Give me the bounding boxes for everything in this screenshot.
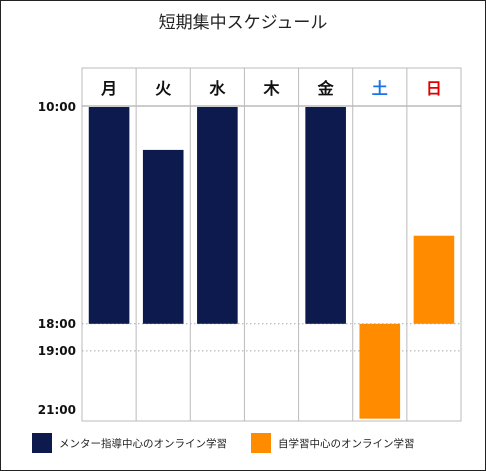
legend: メンター指導中心のオンライン学習 自学習中心のオンライン学習 xyxy=(32,432,439,454)
day-label: 水 xyxy=(209,79,226,98)
time-tick-label: 21:00 xyxy=(38,403,76,417)
day-label: 月 xyxy=(100,79,117,98)
day-label: 日 xyxy=(426,79,442,98)
schedule-bar xyxy=(413,235,455,324)
day-label: 金 xyxy=(317,79,335,98)
plot-border xyxy=(81,67,462,422)
day-label: 木 xyxy=(262,79,280,98)
schedule-bar xyxy=(359,323,401,419)
legend-item-mentor: メンター指導中心のオンライン学習 xyxy=(32,433,227,453)
schedule-bar xyxy=(142,149,184,324)
schedule-bar xyxy=(197,107,238,324)
schedule-bar xyxy=(88,107,130,324)
schedule-bar xyxy=(305,107,346,324)
legend-swatch-mentor xyxy=(32,433,52,453)
legend-item-self-study: 自学習中心のオンライン学習 xyxy=(251,433,415,453)
day-label: 火 xyxy=(155,79,172,98)
chart-title: 短期集中スケジュール xyxy=(158,13,328,33)
legend-label-mentor: メンター指導中心のオンライン学習 xyxy=(59,437,227,450)
day-label: 土 xyxy=(372,79,388,98)
time-tick-label: 19:00 xyxy=(38,344,76,358)
time-tick-label: 18:00 xyxy=(38,317,76,331)
time-tick-label: 10:00 xyxy=(38,100,76,114)
legend-swatch-self-study xyxy=(251,433,271,453)
legend-label-self-study: 自学習中心のオンライン学習 xyxy=(278,437,415,450)
